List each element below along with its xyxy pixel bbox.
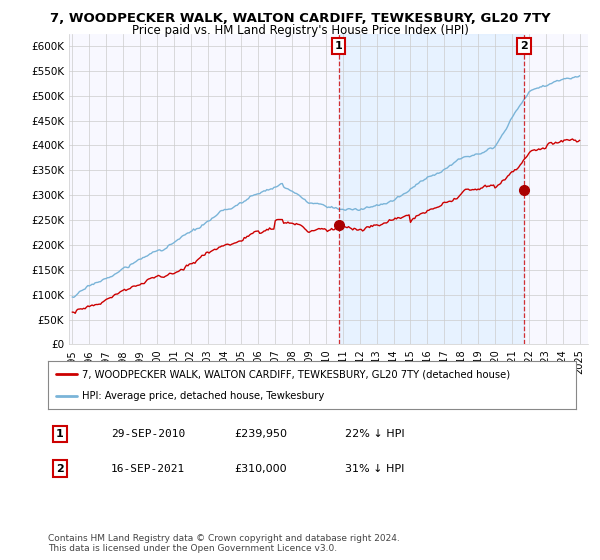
- Text: £310,000: £310,000: [234, 464, 287, 474]
- Bar: [338, 34, 524, 344]
- Text: HPI: Average price, detached house, Tewkesbury: HPI: Average price, detached house, Tewk…: [82, 391, 325, 401]
- Text: Contains HM Land Registry data © Crown copyright and database right 2024.
This d: Contains HM Land Registry data © Crown c…: [48, 534, 400, 553]
- Text: 1: 1: [335, 41, 343, 51]
- Text: 7, WOODPECKER WALK, WALTON CARDIFF, TEWKESBURY, GL20 7TY: 7, WOODPECKER WALK, WALTON CARDIFF, TEWK…: [50, 12, 550, 25]
- Text: 7, WOODPECKER WALK, WALTON CARDIFF, TEWKESBURY, GL20 7TY (detached house): 7, WOODPECKER WALK, WALTON CARDIFF, TEWK…: [82, 369, 511, 379]
- Text: 22% ↓ HPI: 22% ↓ HPI: [345, 429, 404, 439]
- Text: 16-SEP-2021: 16-SEP-2021: [111, 464, 185, 474]
- Text: 2: 2: [520, 41, 528, 51]
- Text: 2: 2: [56, 464, 64, 474]
- Text: 29-SEP-2010: 29-SEP-2010: [111, 429, 185, 439]
- Text: £239,950: £239,950: [234, 429, 287, 439]
- Text: Price paid vs. HM Land Registry's House Price Index (HPI): Price paid vs. HM Land Registry's House …: [131, 24, 469, 36]
- Text: 1: 1: [56, 429, 64, 439]
- Text: 31% ↓ HPI: 31% ↓ HPI: [345, 464, 404, 474]
